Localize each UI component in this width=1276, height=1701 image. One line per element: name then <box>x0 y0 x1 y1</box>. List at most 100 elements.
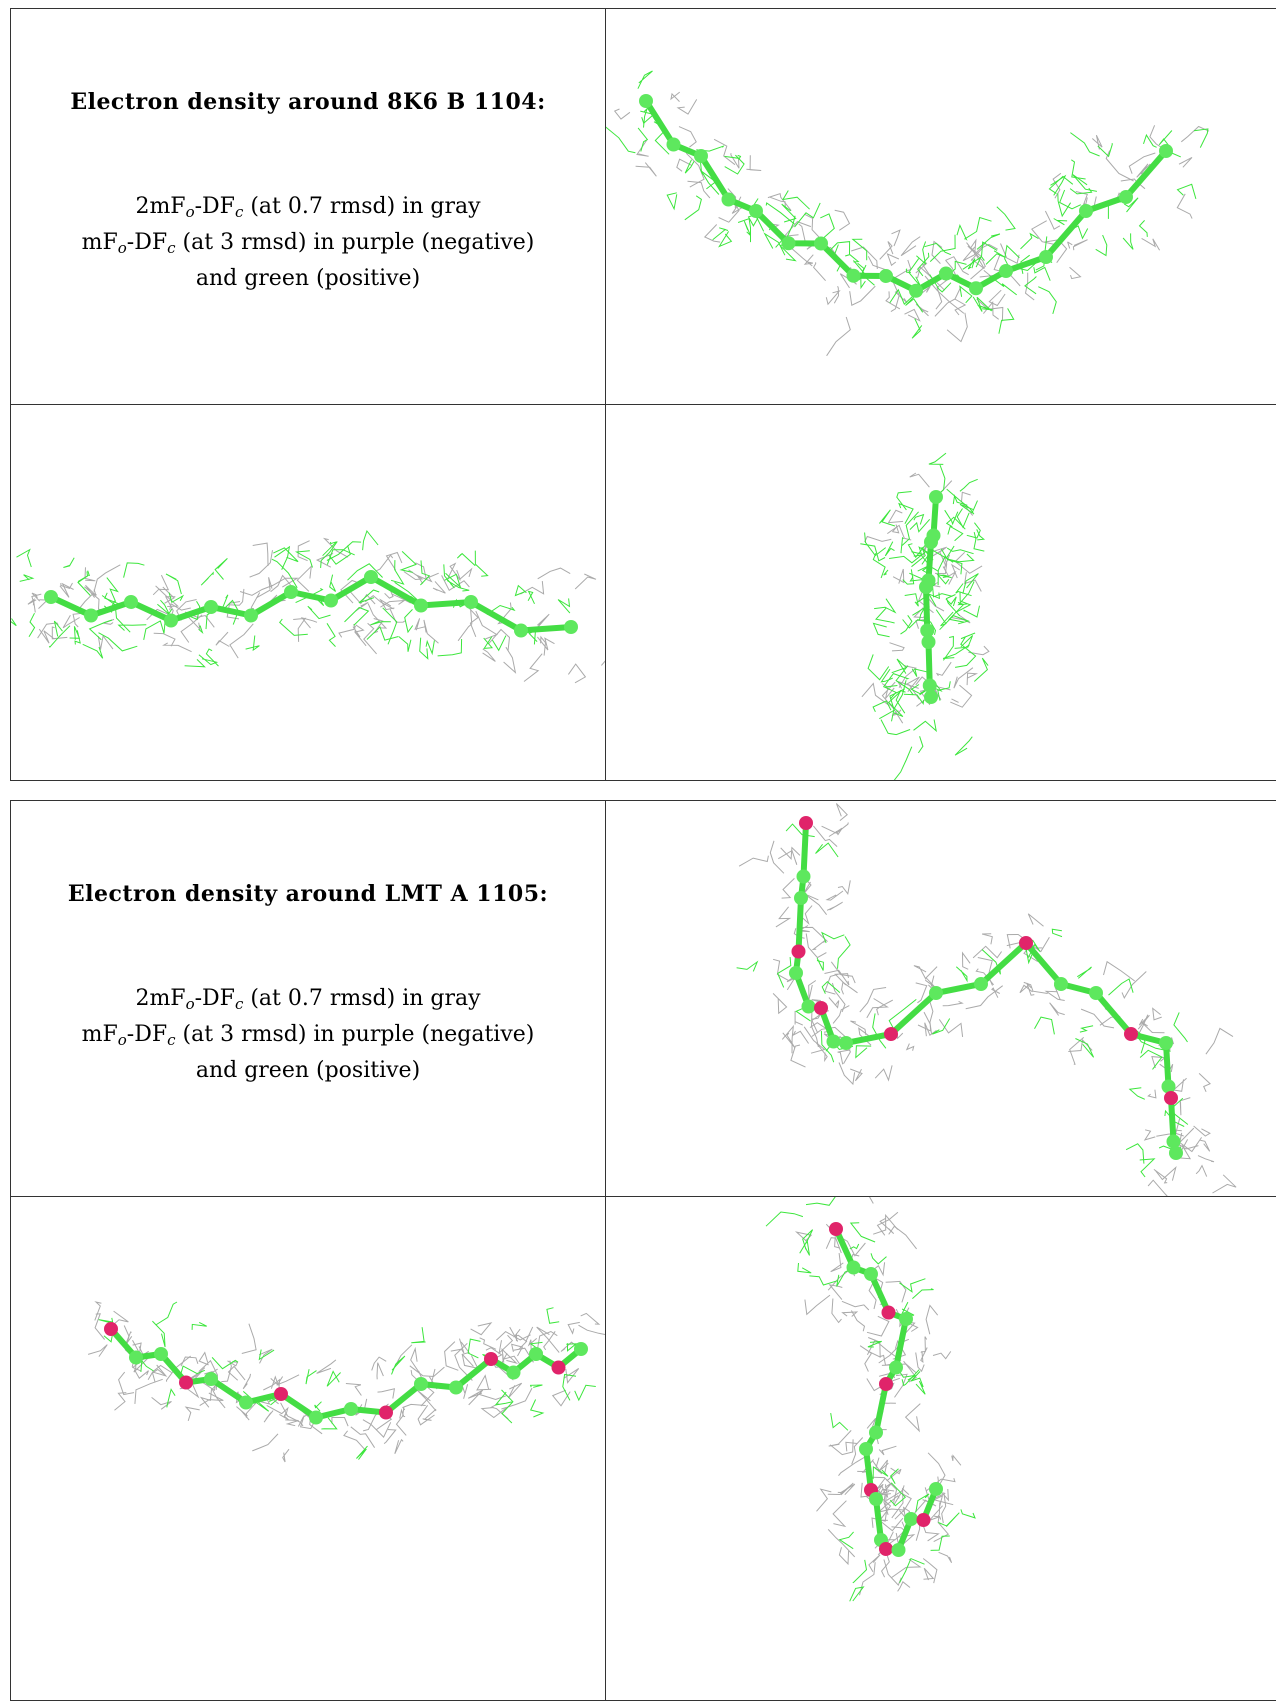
drawing <box>1034 1016 1055 1035</box>
drawing <box>814 236 828 251</box>
drawing <box>410 1346 421 1374</box>
caption-line: mFo-DFc (at 3 rmsd) in purple (negative) <box>11 1017 605 1053</box>
drawing <box>59 582 74 598</box>
drawing <box>859 1442 873 1456</box>
drawing <box>285 1419 299 1427</box>
drawing <box>938 1019 964 1037</box>
drawing <box>833 286 840 304</box>
drawing <box>911 318 923 339</box>
drawing <box>72 612 87 628</box>
density-image <box>860 452 990 780</box>
drawing <box>912 1288 934 1299</box>
drawing <box>687 180 711 199</box>
drawing <box>830 1413 849 1431</box>
drawing <box>961 951 971 970</box>
drawing <box>885 291 901 310</box>
drawing <box>537 636 555 651</box>
drawing <box>464 595 478 609</box>
drawing <box>998 308 1015 334</box>
drawing <box>460 1341 474 1367</box>
drawing <box>991 987 1001 998</box>
drawing <box>960 632 976 645</box>
drawing <box>1048 175 1074 195</box>
drawing <box>935 276 952 310</box>
drawing <box>929 490 943 504</box>
drawing <box>501 1389 514 1424</box>
drawing <box>252 1433 279 1452</box>
drawing <box>94 1301 102 1321</box>
drawing <box>874 598 897 614</box>
drawing <box>1141 237 1161 251</box>
drawing <box>866 998 889 1019</box>
drawing <box>152 1320 166 1348</box>
drawing <box>1178 156 1193 168</box>
drawing <box>491 635 507 652</box>
drawing <box>824 969 850 986</box>
drawing <box>924 535 938 549</box>
drawing <box>157 599 170 615</box>
drawing <box>1044 990 1065 1001</box>
drawing <box>891 1543 906 1557</box>
drawing <box>814 1001 828 1015</box>
drawing <box>970 243 998 262</box>
caption-text: -DF <box>194 986 235 1011</box>
drawing <box>62 614 80 629</box>
drawing <box>129 1350 143 1365</box>
drawing <box>441 575 470 592</box>
drawing <box>966 522 981 539</box>
drawing <box>841 1311 859 1317</box>
drawing <box>855 1045 872 1059</box>
drawing <box>379 1405 393 1420</box>
drawing <box>951 1454 962 1466</box>
drawing <box>882 685 898 700</box>
drawing <box>867 654 890 681</box>
drawing <box>816 1042 828 1063</box>
drawing <box>97 634 114 650</box>
drawing <box>1095 234 1108 257</box>
drawing <box>252 542 269 567</box>
drawing <box>184 659 206 668</box>
drawing <box>367 603 388 629</box>
drawing <box>922 678 937 693</box>
drawing <box>826 1034 841 1049</box>
drawing <box>955 583 972 597</box>
drawing <box>890 280 900 313</box>
drawing <box>959 500 978 514</box>
drawing <box>879 1542 893 1556</box>
drawing <box>326 549 355 565</box>
drawing <box>19 574 35 582</box>
drawing <box>416 1389 437 1412</box>
drawing <box>84 567 96 582</box>
drawing <box>931 546 947 557</box>
drawing <box>922 1494 944 1506</box>
drawing <box>889 1360 903 1375</box>
drawing <box>134 1378 163 1404</box>
drawing <box>832 1500 847 1528</box>
drawing <box>837 1049 851 1065</box>
drawing <box>1033 266 1051 281</box>
drawing <box>830 961 856 984</box>
drawing <box>904 593 919 607</box>
drawing <box>293 617 307 642</box>
drawing <box>1147 1179 1168 1196</box>
drawing <box>874 1065 893 1082</box>
drawing <box>939 551 951 569</box>
drawing <box>889 1468 899 1485</box>
drawing <box>1159 144 1173 158</box>
drawing <box>399 1408 406 1419</box>
drawing <box>941 1492 947 1523</box>
drawing <box>929 234 956 262</box>
drawing <box>910 684 925 695</box>
drawing <box>1119 190 1133 204</box>
drawing <box>1180 125 1210 143</box>
drawing <box>1147 1089 1157 1099</box>
drawing <box>315 552 334 568</box>
drawing <box>214 558 228 580</box>
drawing <box>241 1323 257 1354</box>
drawing <box>828 1430 852 1447</box>
drawing <box>936 573 952 585</box>
drawing <box>417 1405 435 1426</box>
caption-text: (at 0.7 rmsd) in gray <box>243 986 481 1011</box>
drawing <box>960 491 974 516</box>
